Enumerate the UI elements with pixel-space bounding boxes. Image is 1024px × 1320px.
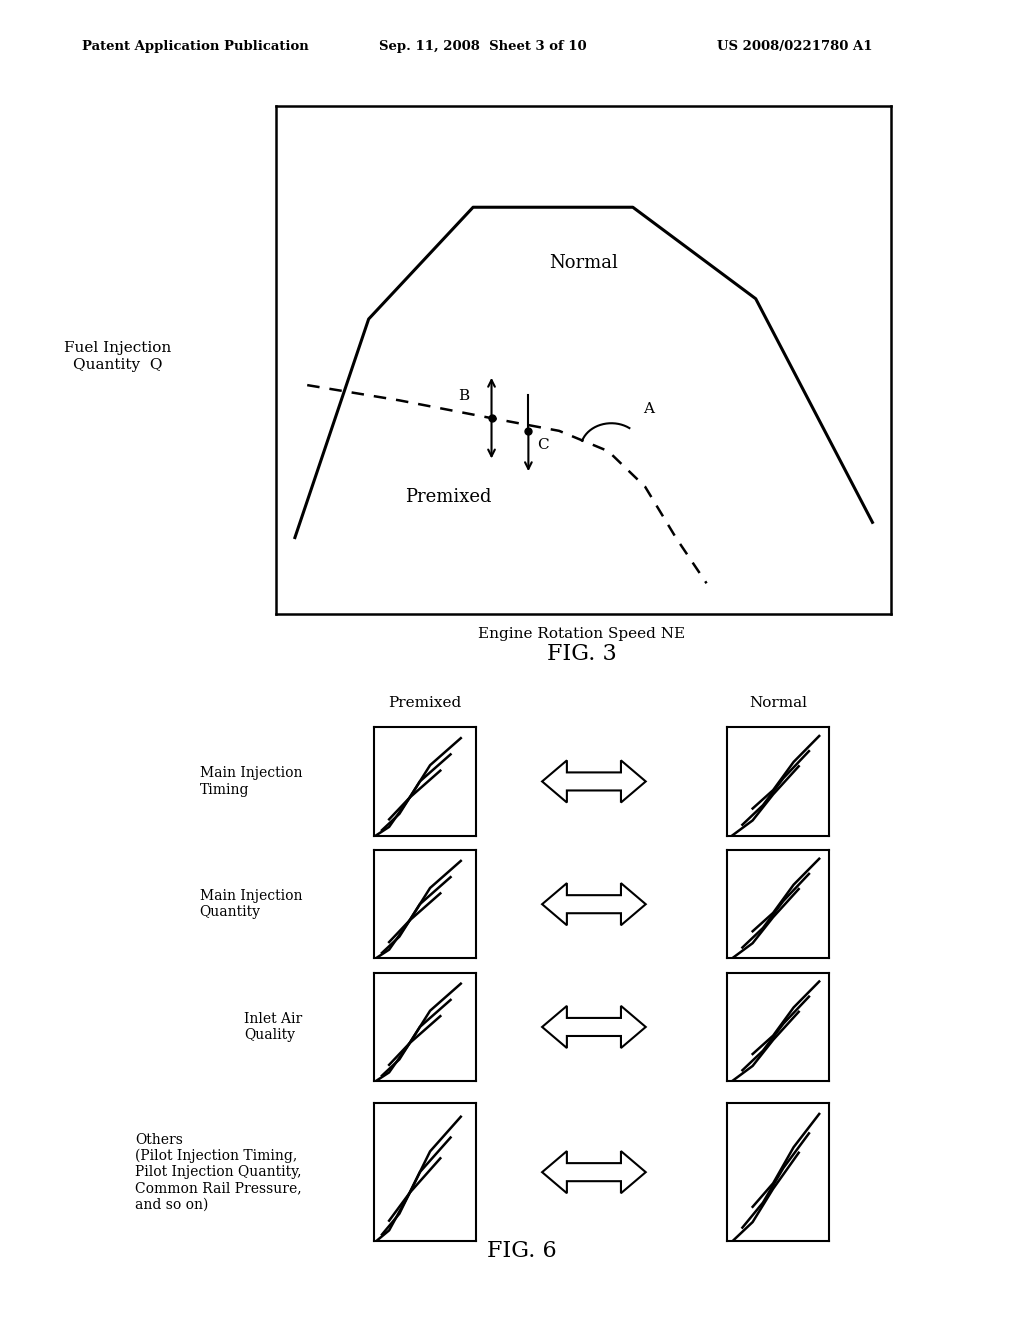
Text: Fuel Injection
Quantity  Q: Fuel Injection Quantity Q	[65, 342, 171, 371]
Polygon shape	[542, 1151, 646, 1193]
Text: Premixed: Premixed	[388, 696, 462, 710]
Text: Normal: Normal	[549, 255, 618, 272]
Text: Premixed: Premixed	[406, 488, 492, 506]
Text: FIG. 6: FIG. 6	[487, 1239, 557, 1262]
Text: Main Injection
Quantity: Main Injection Quantity	[200, 890, 302, 919]
Text: Engine Rotation Speed NE: Engine Rotation Speed NE	[478, 627, 685, 642]
Text: US 2008/0221780 A1: US 2008/0221780 A1	[717, 40, 872, 53]
Text: B: B	[459, 389, 469, 404]
Text: FIG. 3: FIG. 3	[547, 643, 616, 665]
Text: Normal: Normal	[750, 696, 807, 710]
Text: C: C	[538, 438, 549, 451]
Text: Others
(Pilot Injection Timing,
Pilot Injection Quantity,
Common Rail Pressure,
: Others (Pilot Injection Timing, Pilot In…	[135, 1133, 302, 1212]
Text: Inlet Air
Quality: Inlet Air Quality	[244, 1012, 302, 1041]
Polygon shape	[542, 883, 646, 925]
Text: A: A	[643, 403, 653, 416]
Text: Sep. 11, 2008  Sheet 3 of 10: Sep. 11, 2008 Sheet 3 of 10	[379, 40, 587, 53]
Text: Patent Application Publication: Patent Application Publication	[82, 40, 308, 53]
Polygon shape	[542, 760, 646, 803]
Text: Main Injection
Timing: Main Injection Timing	[200, 767, 302, 796]
Polygon shape	[542, 1006, 646, 1048]
